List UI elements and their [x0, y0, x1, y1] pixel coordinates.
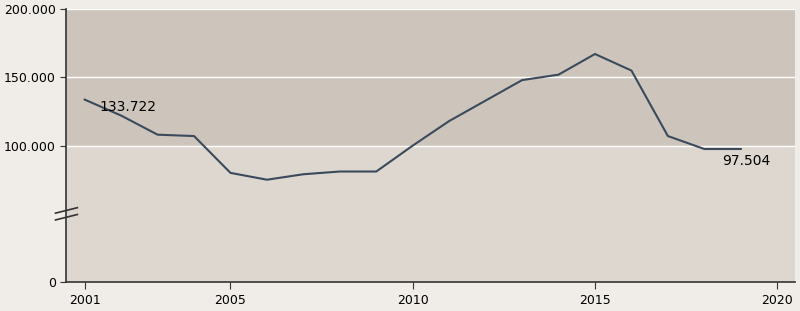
Bar [66, 9, 795, 146]
Text: 97.504: 97.504 [722, 154, 771, 168]
Text: 133.722: 133.722 [99, 100, 156, 114]
Bar [66, 146, 795, 282]
